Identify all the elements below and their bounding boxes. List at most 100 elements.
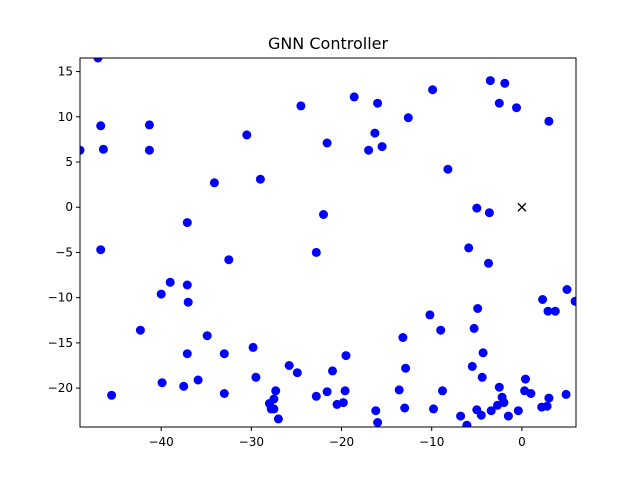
- data-point: [544, 116, 554, 126]
- data-point: [428, 85, 438, 95]
- y-tick-label: 5: [65, 155, 73, 169]
- y-tick-label: 15: [58, 65, 73, 79]
- data-point: [80, 145, 85, 155]
- data-point: [370, 128, 380, 138]
- data-point: [456, 411, 466, 421]
- y-tick-label: 0: [65, 200, 73, 214]
- data-point: [429, 404, 438, 414]
- y-axis: −20 −15 −10 −5 0 5 10 15: [48, 65, 80, 395]
- data-point: [371, 406, 381, 416]
- data-point: [242, 130, 252, 140]
- data-point: [464, 243, 474, 253]
- data-point: [538, 295, 548, 304]
- data-point: [292, 368, 302, 378]
- data-point: [500, 78, 510, 88]
- data-point: [284, 361, 294, 370]
- data-point: [499, 398, 509, 408]
- data-point: [526, 389, 536, 398]
- data-point: [403, 113, 413, 123]
- data-point: [269, 404, 279, 414]
- data-point: [394, 385, 404, 395]
- data-point: [400, 403, 410, 413]
- data-point: [107, 390, 117, 400]
- data-point: [179, 381, 189, 391]
- y-tick-label: −5: [55, 245, 73, 259]
- data-point: [550, 306, 560, 316]
- data-point: [544, 393, 554, 403]
- data-point: [484, 208, 494, 218]
- x-tick-label: 0: [518, 435, 526, 449]
- data-point: [473, 304, 483, 313]
- data-point: [319, 210, 328, 219]
- data-point: [521, 374, 530, 384]
- data-point: [398, 333, 408, 342]
- y-tick-label: 10: [58, 110, 73, 124]
- data-point: [425, 310, 435, 320]
- data-point: [338, 398, 348, 408]
- data-point: [156, 289, 166, 299]
- data-point: [328, 366, 337, 376]
- data-point: [477, 372, 487, 382]
- data-point: [469, 323, 479, 333]
- data-point: [570, 296, 576, 306]
- data-point: [438, 386, 447, 396]
- data-point: [157, 378, 167, 388]
- data-point: [542, 401, 552, 411]
- x-tick-label: −30: [239, 435, 264, 449]
- data-point: [472, 203, 482, 213]
- data-point: [373, 98, 383, 108]
- data-point: [401, 363, 411, 373]
- data-point: [485, 76, 495, 86]
- data-point: [165, 277, 175, 287]
- y-tick-label: −10: [48, 291, 73, 305]
- origin-x-marker: [517, 202, 527, 212]
- data-point: [494, 98, 504, 108]
- data-point: [296, 101, 306, 111]
- data-point: [562, 285, 572, 294]
- data-point: [494, 382, 504, 392]
- data-point: [183, 297, 193, 307]
- data-point: [182, 349, 192, 359]
- x-tick-label: −20: [329, 435, 354, 449]
- data-point: [443, 164, 453, 174]
- data-point: [364, 145, 374, 155]
- data-point: [248, 342, 258, 352]
- data-point: [209, 178, 219, 188]
- x-tick-label: −10: [419, 435, 444, 449]
- data-points: [80, 58, 576, 427]
- data-point: [462, 420, 472, 427]
- plot-area-frame: [79, 57, 577, 428]
- data-point: [96, 121, 106, 131]
- data-point: [513, 406, 523, 416]
- data-point: [224, 255, 234, 265]
- data-point: [486, 406, 496, 416]
- data-point: [193, 375, 203, 385]
- data-point: [478, 348, 488, 358]
- data-point: [98, 144, 108, 154]
- data-point: [467, 361, 477, 371]
- data-point: [543, 306, 553, 316]
- data-point: [322, 387, 332, 397]
- data-point: [144, 120, 154, 130]
- x-axis: −40 −30 −20 −10 0: [148, 427, 526, 449]
- data-point: [503, 411, 513, 421]
- data-point: [340, 386, 350, 396]
- data-point: [341, 351, 351, 361]
- data-point: [311, 391, 321, 401]
- data-point: [251, 372, 261, 382]
- data-point: [476, 410, 486, 420]
- data-point: [269, 394, 279, 404]
- data-point: [93, 58, 103, 63]
- y-tick-label: −20: [48, 381, 73, 395]
- data-point: [322, 138, 332, 148]
- data-point: [182, 218, 192, 228]
- data-point: [484, 258, 493, 268]
- origin-markers: [517, 202, 527, 212]
- data-point: [219, 389, 229, 398]
- data-point: [96, 245, 106, 255]
- data-point: [377, 142, 387, 152]
- data-point: [135, 325, 145, 335]
- data-point: [311, 247, 321, 257]
- data-point: [202, 331, 212, 341]
